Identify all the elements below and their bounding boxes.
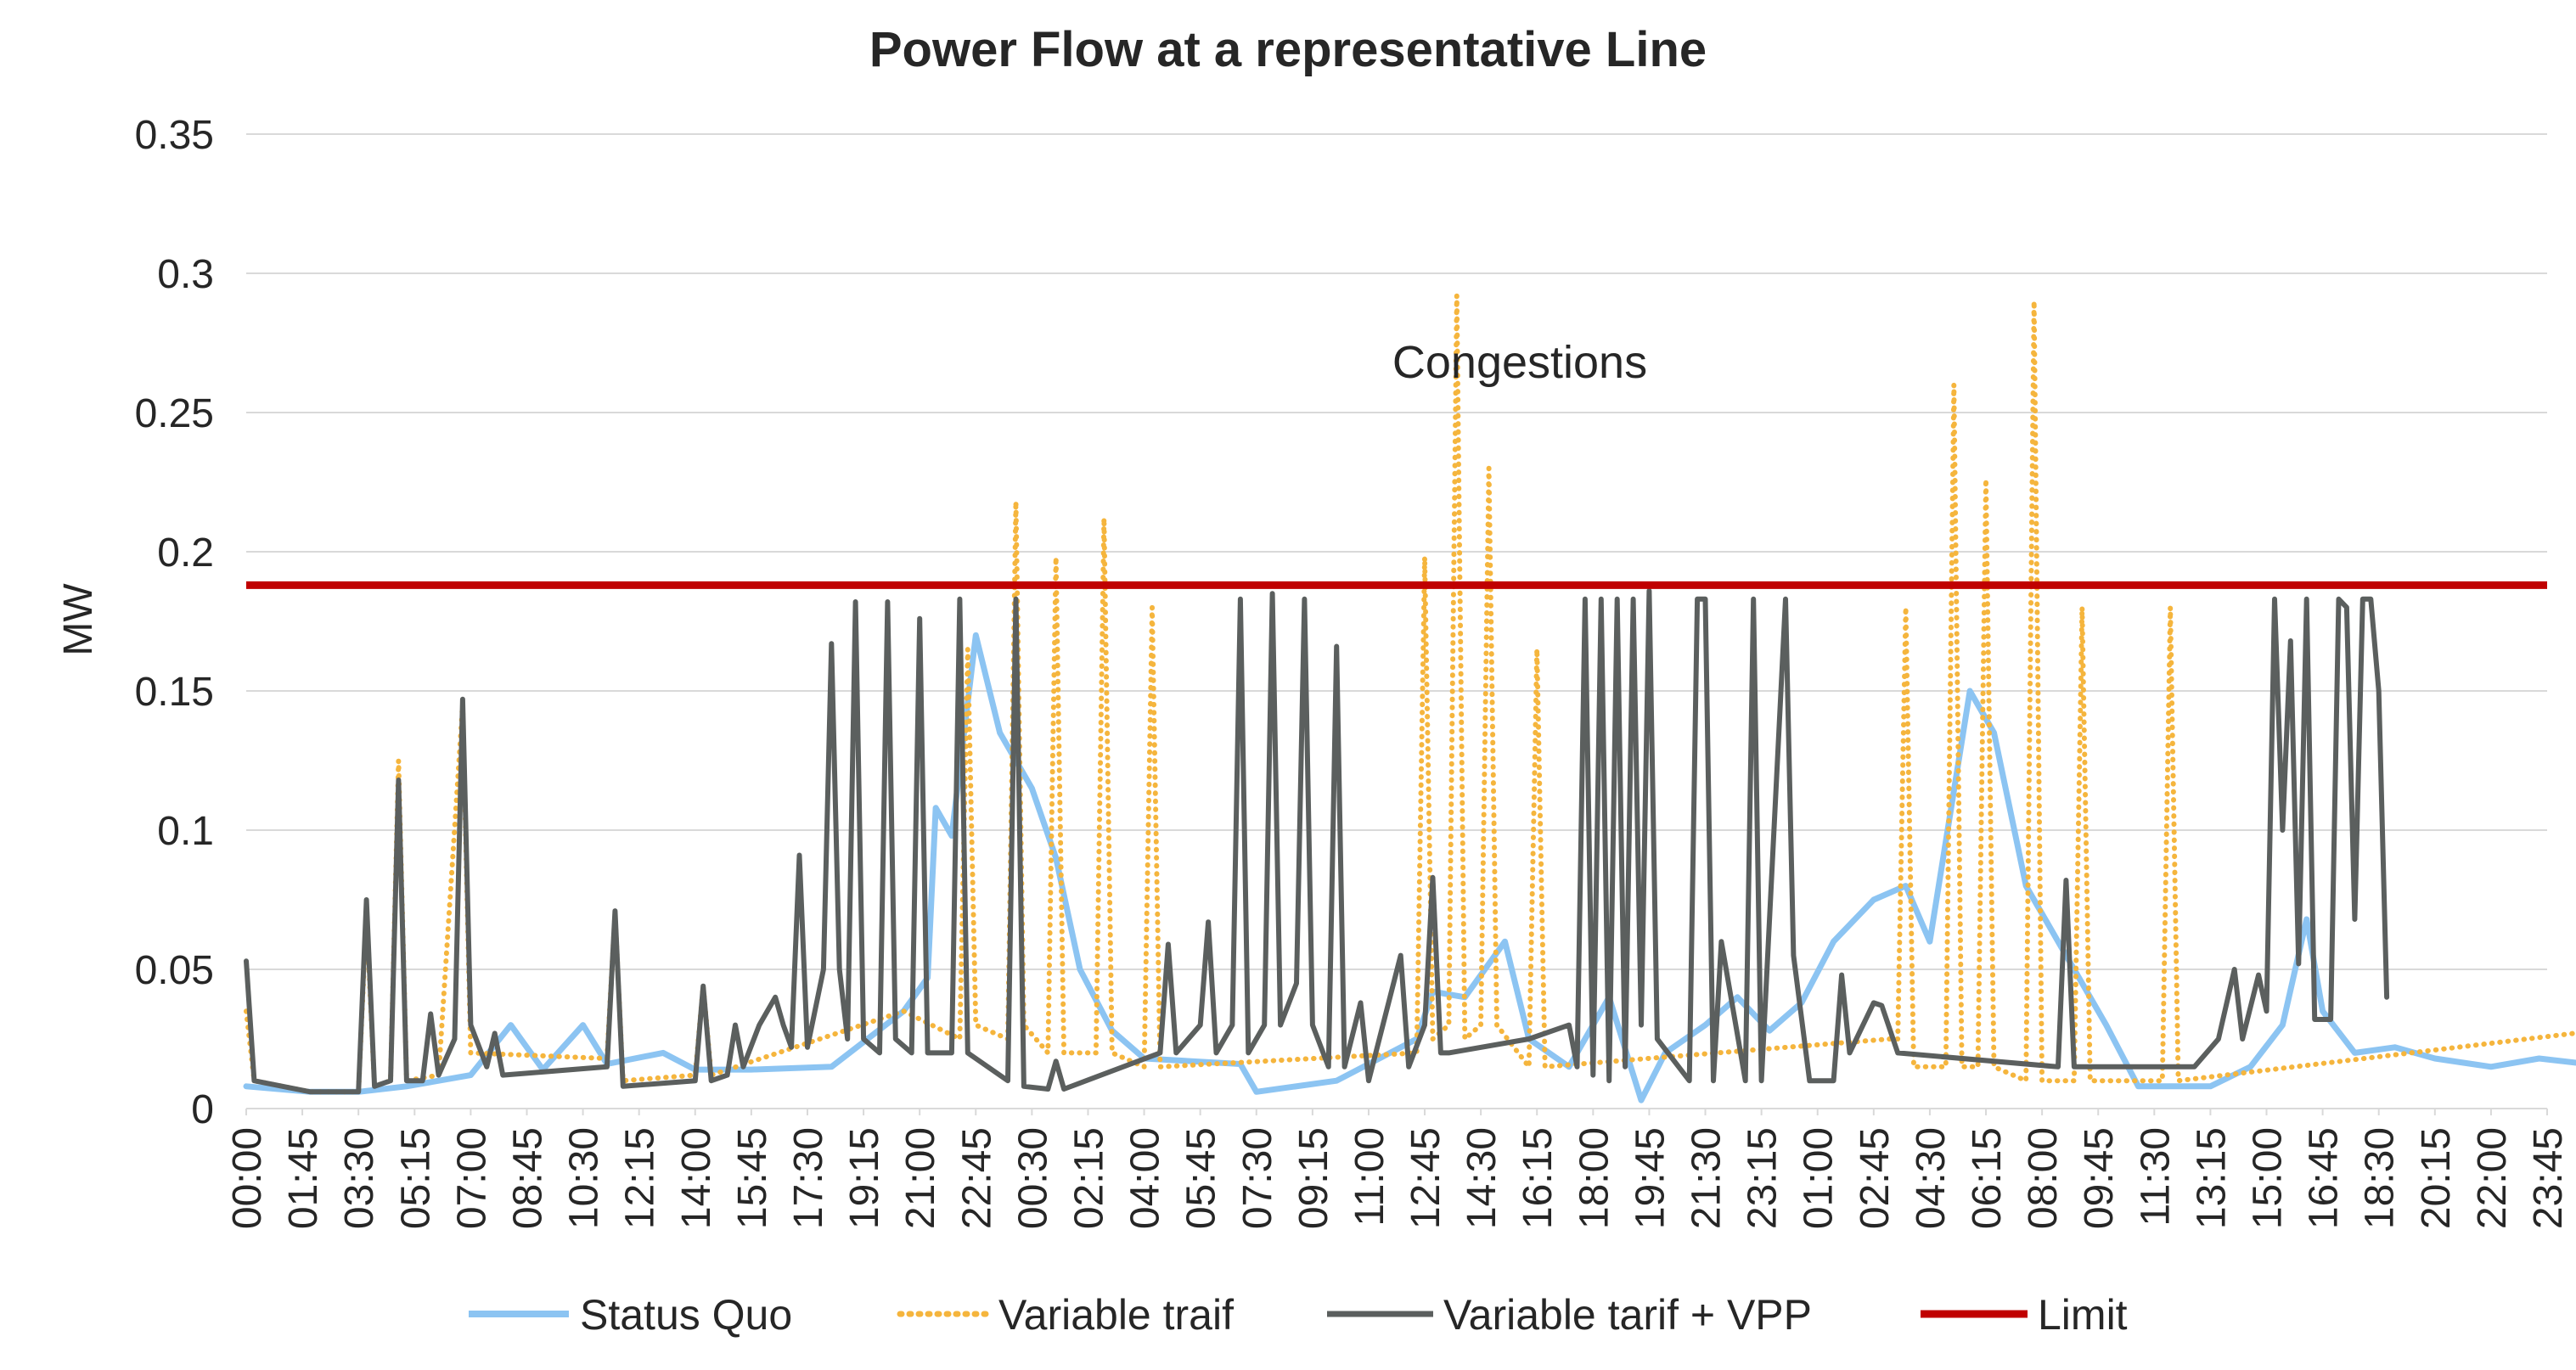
y-axis-label: MW bbox=[56, 583, 101, 656]
x-tick-label: 23:15 bbox=[1741, 1127, 1786, 1229]
x-tick-label: 09:15 bbox=[1291, 1127, 1336, 1229]
x-tick-label: 00:00 bbox=[225, 1127, 270, 1229]
series-lines bbox=[243, 293, 2576, 1103]
x-tick-label: 13:15 bbox=[2189, 1127, 2234, 1229]
y-tick-label: 0.2 bbox=[157, 531, 214, 576]
x-tick-label: 20:15 bbox=[2414, 1127, 2459, 1229]
y-tick-label: 0.35 bbox=[135, 113, 214, 158]
x-tick-label: 23:45 bbox=[2526, 1127, 2571, 1229]
x-tick-label: 22:00 bbox=[2470, 1127, 2515, 1229]
legend-label-variable-tarif-vpp: Variable tarif + VPP bbox=[1443, 1291, 1812, 1339]
gridlines bbox=[246, 133, 2547, 1109]
congestions-annotation: Congestions bbox=[1392, 337, 1647, 388]
x-tick-label: 19:15 bbox=[842, 1127, 887, 1229]
y-tick-label: 0.15 bbox=[135, 670, 214, 715]
x-tick-label: 14:00 bbox=[674, 1127, 719, 1229]
legend-label-status-quo: Status Quo bbox=[580, 1291, 792, 1339]
x-tick-label: 04:30 bbox=[1909, 1127, 1954, 1229]
series-line-status-quo bbox=[243, 632, 2576, 1103]
legend: Status Quo Variable traif Variable tarif… bbox=[469, 1291, 2128, 1339]
x-tick-label: 17:30 bbox=[786, 1127, 831, 1229]
legend-item-variable-traif: Variable traif bbox=[897, 1291, 1234, 1339]
x-tick-label: 06:15 bbox=[1965, 1127, 2010, 1229]
x-tick-label: 15:45 bbox=[730, 1127, 775, 1229]
x-tick-label: 12:45 bbox=[1403, 1127, 1448, 1229]
legend-item-status-quo: Status Quo bbox=[469, 1291, 792, 1339]
y-tick-label: 0.05 bbox=[135, 948, 214, 993]
x-tick-label: 18:00 bbox=[1572, 1127, 1617, 1229]
x-tick-label: 15:00 bbox=[2246, 1127, 2291, 1229]
x-tick-label: 16:45 bbox=[2302, 1127, 2347, 1229]
y-tick-label: 0 bbox=[191, 1087, 214, 1132]
x-tick-label: 02:15 bbox=[1067, 1127, 1112, 1229]
x-tick-label: 09:45 bbox=[2077, 1127, 2122, 1229]
x-tick-label: 11:00 bbox=[1347, 1127, 1392, 1227]
legend-item-limit: Limit bbox=[1921, 1291, 2128, 1339]
x-tick-label: 08:45 bbox=[506, 1127, 551, 1229]
x-tick-label: 05:15 bbox=[393, 1127, 438, 1229]
x-tick-label: 00:30 bbox=[1010, 1127, 1055, 1229]
legend-item-variable-tarif-vpp: Variable tarif + VPP bbox=[1327, 1291, 1812, 1339]
x-tick-label: 07:30 bbox=[1235, 1127, 1280, 1229]
y-axis-ticks: 0 0.05 0.1 0.15 0.2 0.25 0.3 0.35 bbox=[135, 113, 214, 1132]
series-line-variable-traif bbox=[244, 293, 2576, 1095]
y-tick-label: 0.25 bbox=[135, 391, 214, 436]
x-tick-label: 08:00 bbox=[2021, 1127, 2066, 1229]
chart-title: Power Flow at a representative Line bbox=[869, 22, 1707, 77]
legend-label-variable-traif: Variable traif bbox=[998, 1291, 1234, 1339]
x-tick-label: 16:15 bbox=[1516, 1127, 1561, 1229]
x-tick-label: 04:00 bbox=[1123, 1127, 1168, 1229]
x-tick-label: 21:30 bbox=[1685, 1127, 1730, 1229]
y-tick-label: 0.3 bbox=[157, 252, 214, 297]
series-line-variable-tarif-vpp bbox=[244, 587, 2390, 1095]
legend-label-limit: Limit bbox=[2038, 1291, 2128, 1339]
x-tick-label: 02:45 bbox=[1853, 1127, 1898, 1229]
x-tick-label: 01:45 bbox=[281, 1127, 326, 1229]
x-tick-label: 07:00 bbox=[449, 1127, 494, 1229]
x-tick-label: 01:00 bbox=[1797, 1127, 1842, 1229]
x-tick-label: 21:00 bbox=[898, 1127, 943, 1229]
x-tick-label: 10:30 bbox=[562, 1127, 607, 1229]
x-tick-label: 18:30 bbox=[2358, 1127, 2403, 1229]
x-tick-label: 11:30 bbox=[2133, 1127, 2178, 1227]
y-tick-label: 0.1 bbox=[157, 809, 214, 854]
x-tick-label: 12:15 bbox=[618, 1127, 663, 1229]
x-axis-ticks: 00:00 01:45 03:30 05:15 07:00 08:45 10:30 12:15… bbox=[225, 1109, 2571, 1229]
x-tick-label: 22:45 bbox=[954, 1127, 999, 1229]
x-tick-label: 05:45 bbox=[1179, 1127, 1224, 1229]
x-tick-label: 14:30 bbox=[1460, 1127, 1505, 1229]
x-tick-label: 19:45 bbox=[1628, 1127, 1673, 1229]
x-tick-label: 03:30 bbox=[337, 1127, 382, 1229]
